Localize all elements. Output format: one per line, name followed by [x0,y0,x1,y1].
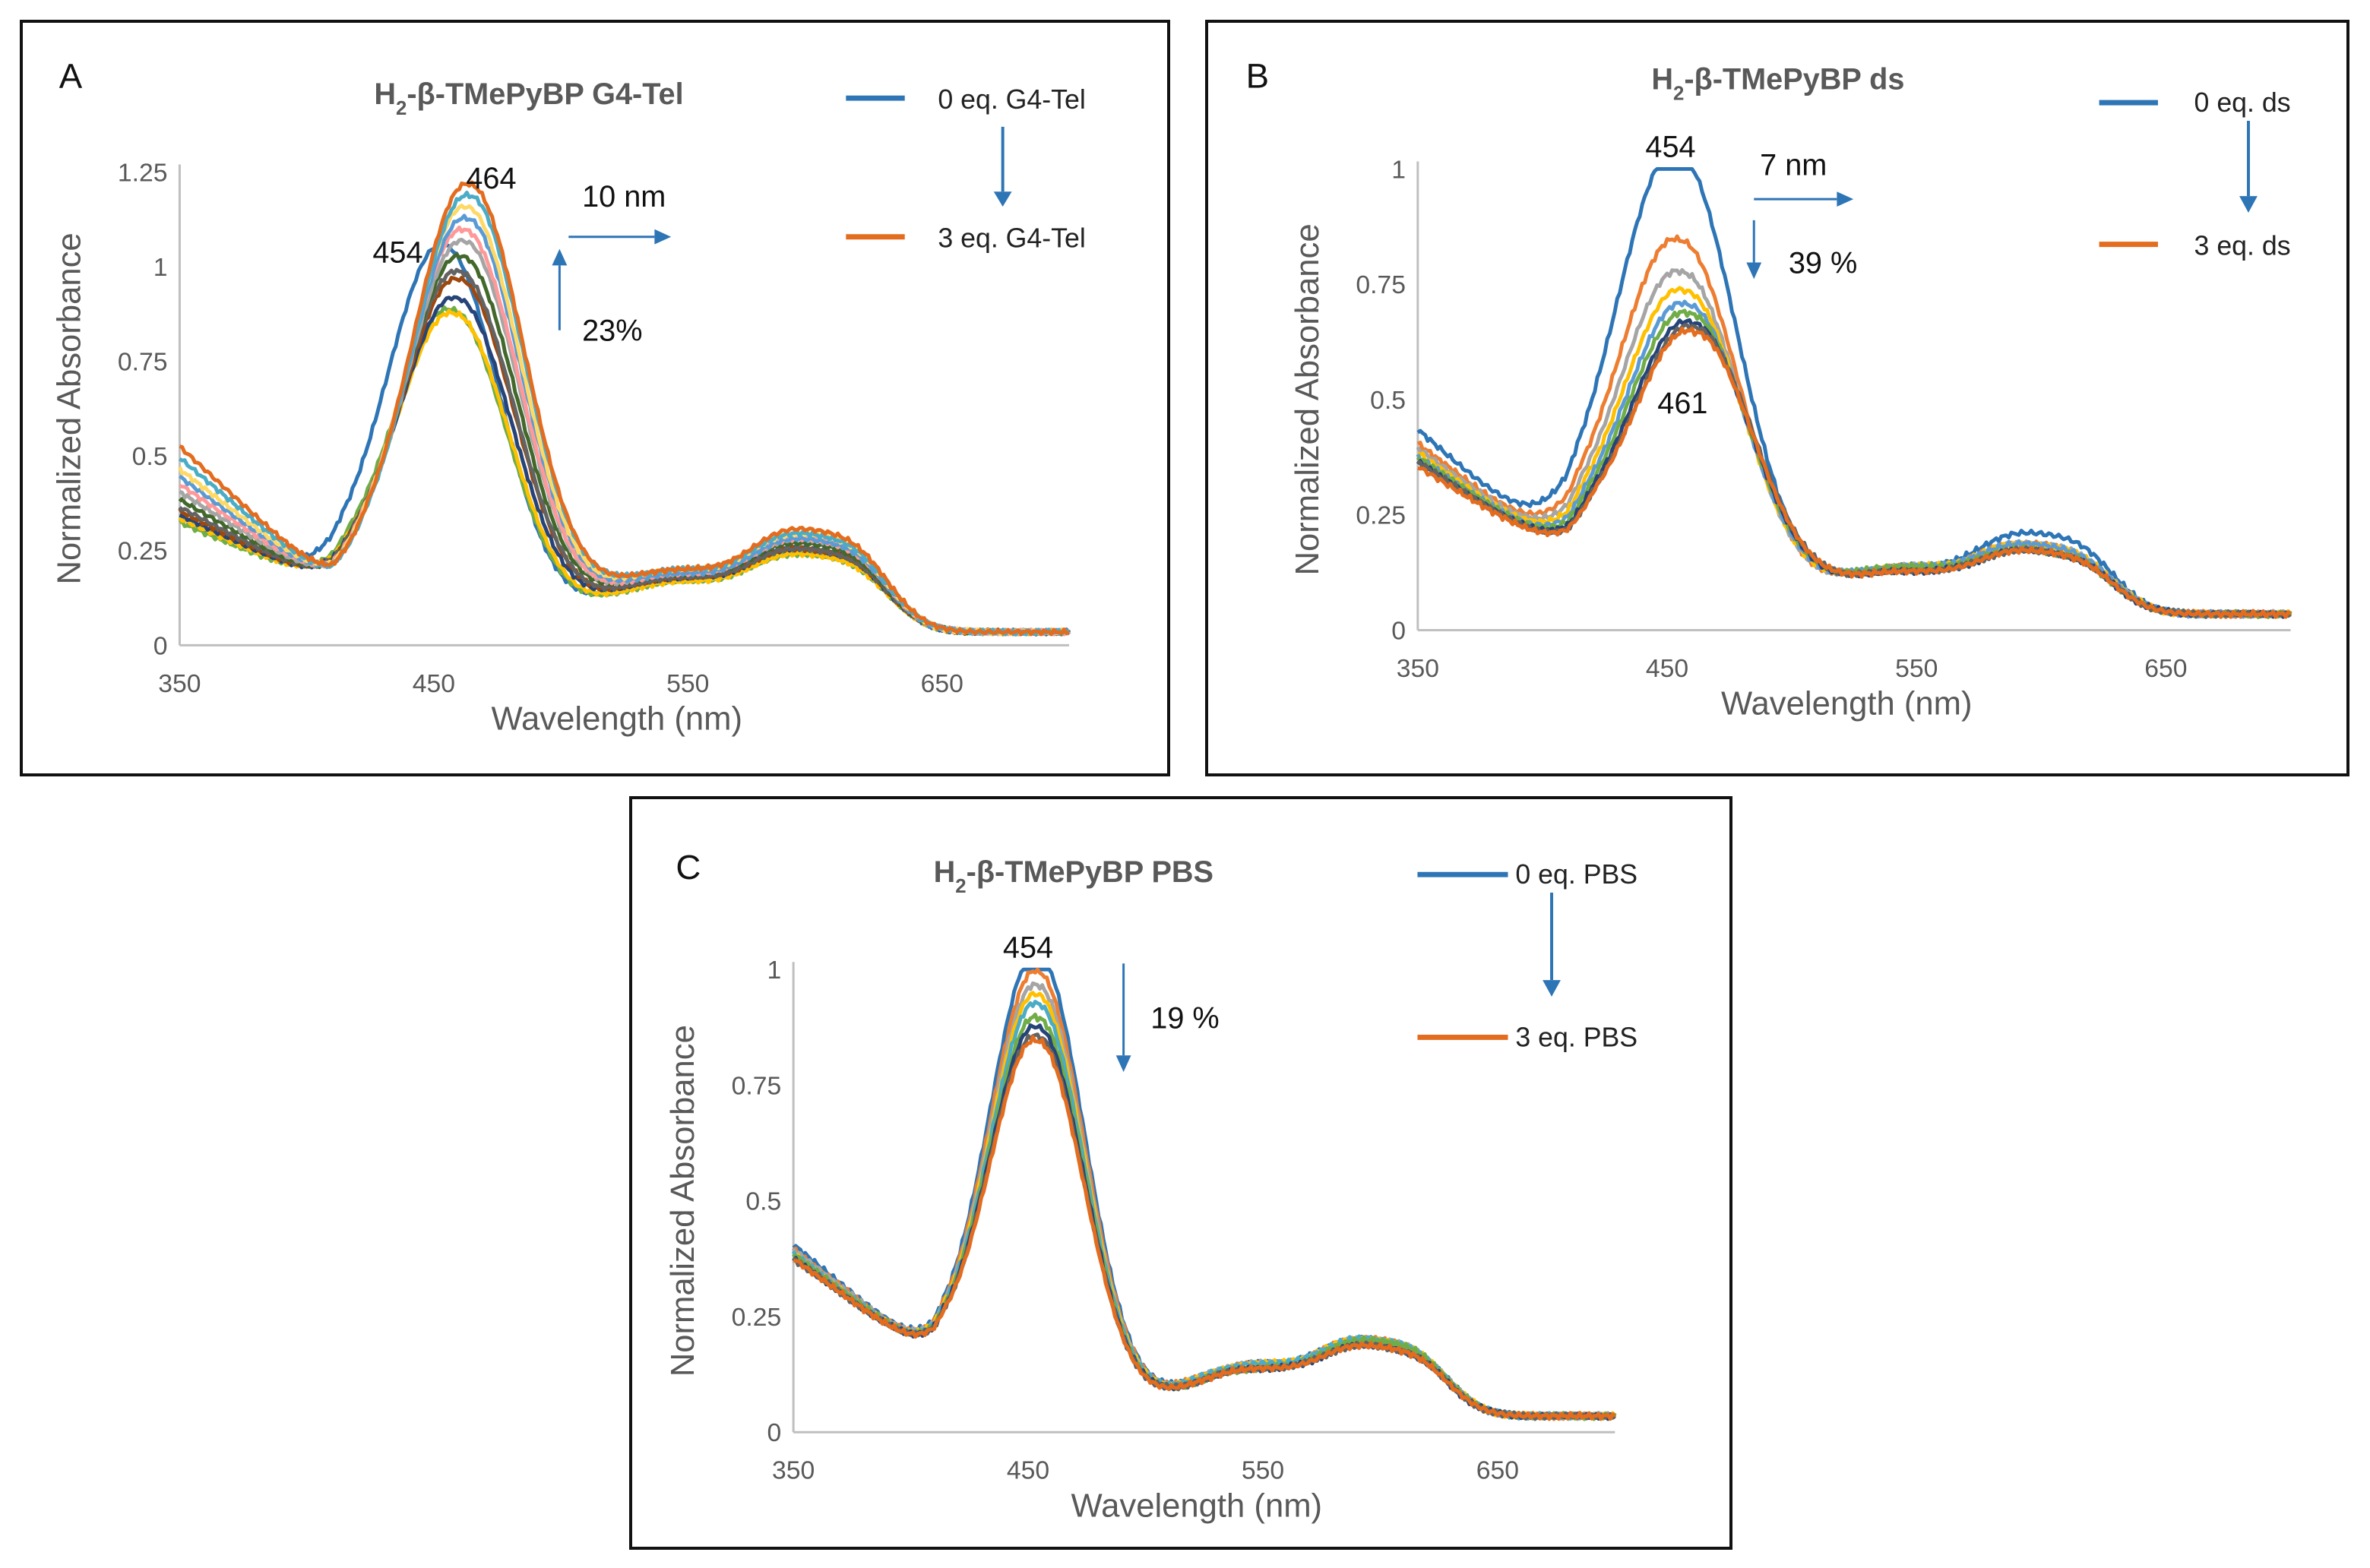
y-tick-label-b: 0.75 [1356,270,1406,299]
legend-start-label-b: 0 eq. ds [2194,87,2291,118]
panel-letter-b: B [1246,56,1269,95]
x-tick-label-b: 650 [2144,654,2187,683]
y-tick-label-b: 0 [1391,616,1406,645]
y-axis-title-a: Normalized Absorbance [50,232,87,584]
shift-arrow-head-a [654,229,672,245]
change-arrow-head-c [1115,1055,1131,1073]
y-tick-label-a: 0.25 [118,537,168,566]
panel-a: A H2-β-TMePyBP G4-Tel 0 0.25 0.5 0.75 1 1.25 3… [20,20,1170,776]
series-line-a [179,180,1070,637]
x-tick-label-c: 550 [1242,1456,1284,1485]
change-arrow-head-a [552,248,568,266]
chart-title-c: H2-β-TMePyBP PBS [934,855,1213,897]
series-line-c [792,1023,1615,1421]
x-tick-label-c: 350 [772,1456,815,1485]
shift-label-a: 10 nm [582,180,666,213]
peak-label-end-b: 461 [1657,387,1707,420]
change-label-c: 19 % [1150,1002,1219,1035]
peak-label-start-a: 454 [372,236,422,269]
series-line-b [1416,286,2292,619]
series-line-c [791,1000,1615,1421]
x-tick-label-b: 550 [1895,654,1938,683]
y-tick-label-b: 1 [1391,155,1406,184]
x-tick-label-a: 550 [666,669,709,698]
plot-area-c: 0 0.25 0.5 0.75 1 350 450 550 650 Wavelength (nm)… [664,956,1617,1524]
chart-b: B H2-β-TMePyBP ds 0 0.25 0.5 0.75 1 350 450 550… [1246,56,2292,722]
x-tick-label-a: 650 [921,669,964,698]
series-line-b [1416,267,2291,619]
change-label-b: 39 % [1789,246,1857,280]
panel-c: C H2-β-TMePyBP PBS 0 0.25 0.5 0.75 1 350 450 55… [629,796,1732,1550]
x-tick-label-b: 450 [1646,654,1688,683]
y-tick-label-b: 0.25 [1356,501,1406,530]
legend-end-label-c: 3 eq. PBS [1515,1022,1637,1052]
y-tick-label-c: 0 [767,1418,782,1447]
y-tick-label-a: 1 [153,253,168,282]
legend-arrow-head-c [1543,980,1561,997]
series-line-c [792,1012,1617,1421]
series-line-b [1417,326,2292,619]
chart-title-b: H2-β-TMePyBP ds [1651,62,1904,104]
x-tick-label-c: 450 [1007,1456,1049,1485]
change-label-a: 23% [582,315,642,348]
chart-a: A H2-β-TMePyBP G4-Tel 0 0.25 0.5 0.75 1 1.25 3… [50,56,1085,737]
peak-label-start-c: 454 [1003,931,1053,964]
series-line-c [791,981,1615,1421]
legend-arrow-head-a [993,191,1012,207]
legend-arrow-head-b [2239,196,2258,213]
series-line-a [179,213,1071,636]
shift-arrow-head-b [1837,191,1854,207]
y-tick-label-c: 0.75 [732,1071,782,1100]
y-tick-label-c: 1 [767,956,782,985]
x-tick-label-c: 650 [1476,1456,1519,1485]
y-tick-label-a: 1.25 [118,158,168,187]
plot-area-b: 0 0.25 0.5 0.75 1 350 450 550 650 Wavelength (nm)… [1289,155,2292,722]
x-tick-label-a: 450 [413,669,455,698]
y-tick-label-a: 0.75 [118,347,168,376]
x-tick-label-a: 350 [158,669,201,698]
panel-letter-a: A [59,56,83,95]
peak-label-start-b: 454 [1645,131,1695,164]
y-tick-label-c: 0.25 [732,1303,782,1332]
y-tick-label-a: 0 [153,631,168,660]
peak-label-end-a: 464 [466,162,516,195]
x-axis-title-c: Wavelength (nm) [1071,1487,1323,1524]
chart-c: C H2-β-TMePyBP PBS 0 0.25 0.5 0.75 1 350 450 55… [664,848,1637,1524]
y-tick-label-a: 0.5 [132,442,168,471]
x-tick-label-b: 350 [1397,654,1439,683]
shift-label-b: 7 nm [1760,148,1827,182]
series-line-c [793,1035,1616,1421]
panel-letter-c: C [676,848,701,887]
legend-end-label-b: 3 eq. ds [2194,231,2291,261]
series-line-c [792,991,1617,1421]
series-line-b [1416,166,2292,618]
x-axis-title-b: Wavelength (nm) [1721,685,1973,722]
panel-b: B H2-β-TMePyBP ds 0 0.25 0.5 0.75 1 350 450 550… [1205,20,2349,776]
chart-title-a: H2-β-TMePyBP G4-Tel [374,77,683,119]
x-axis-title-a: Wavelength (nm) [492,700,743,737]
y-axis-title-b: Normalized Absorbance [1289,223,1326,575]
legend-start-label-a: 0 eq. G4-Tel [938,84,1085,115]
legend-start-label-c: 0 eq. PBS [1515,859,1637,890]
y-tick-label-c: 0.5 [745,1187,781,1216]
y-tick-label-b: 0.5 [1370,386,1406,415]
series-line-a [178,204,1071,637]
series-line-b [1416,234,2292,619]
series-line-c [793,1032,1616,1421]
legend-end-label-a: 3 eq. G4-Tel [938,223,1085,254]
change-arrow-head-b [1746,262,1762,280]
y-axis-title-c: Normalized Absorbance [664,1025,701,1377]
plot-area-a: 0 0.25 0.5 0.75 1 1.25 350 450 550 650 Wavelength … [50,158,1071,737]
